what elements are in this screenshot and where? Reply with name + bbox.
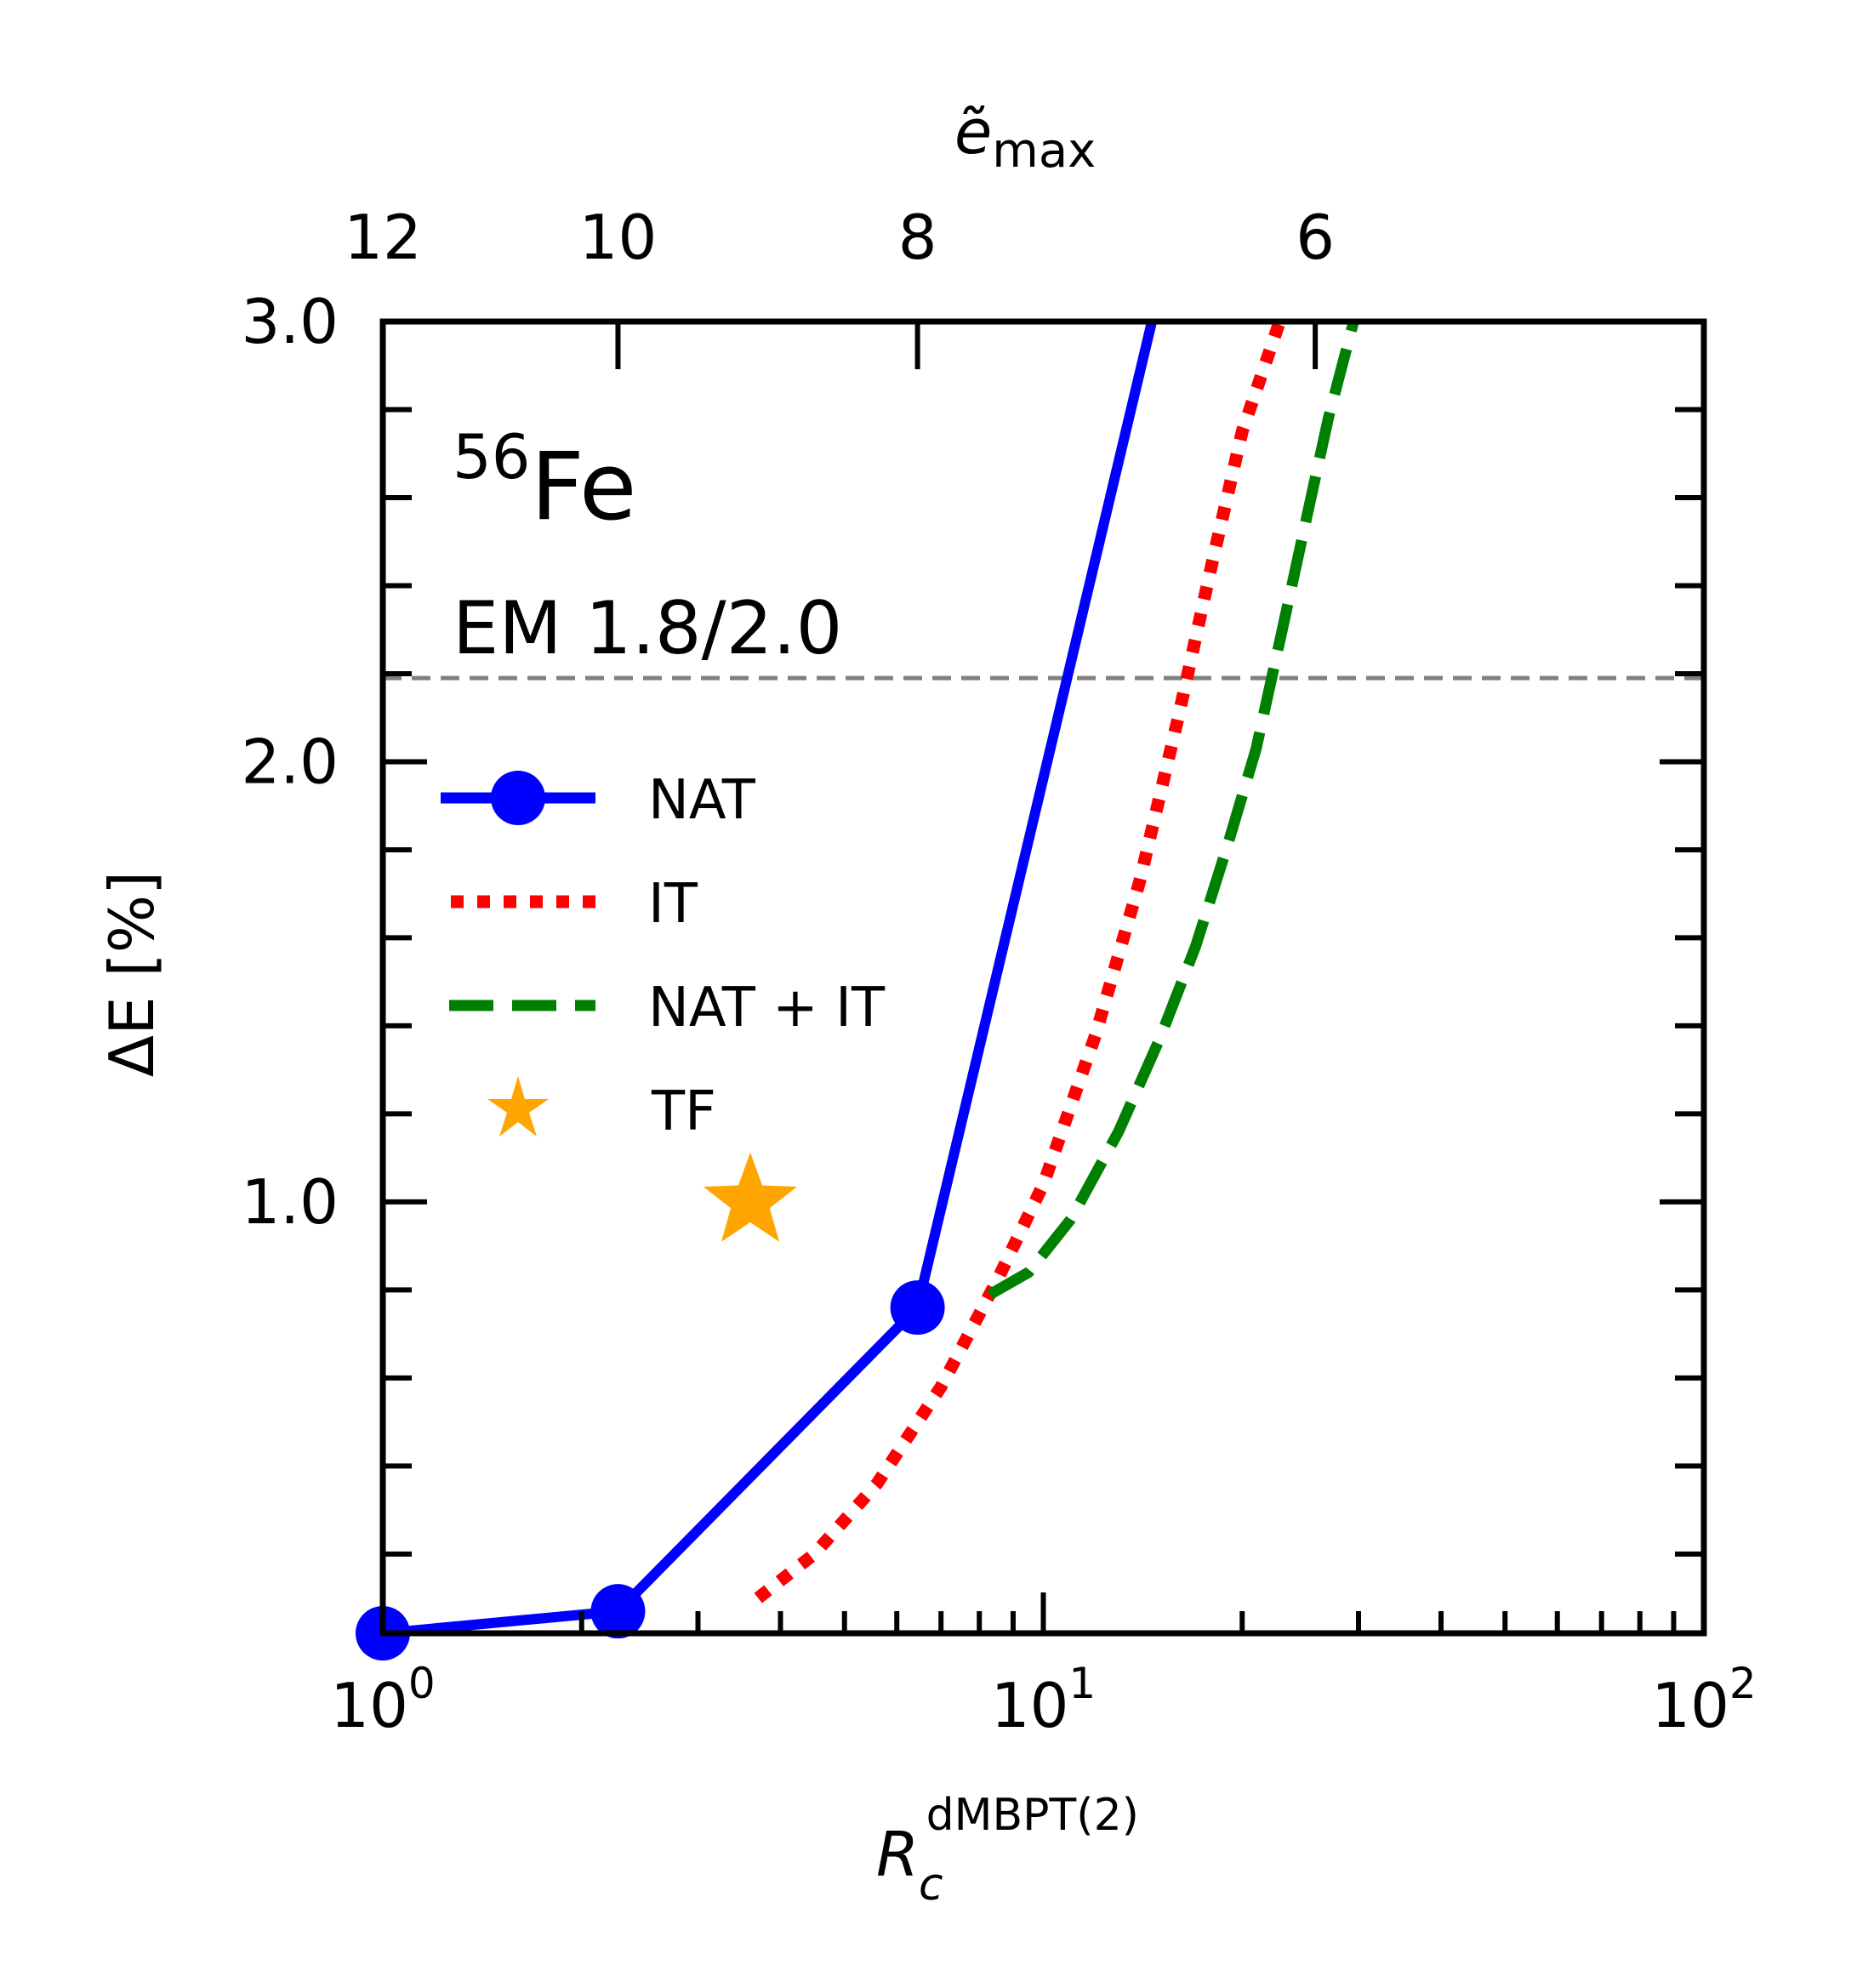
legend-label-nat-plus-it: NAT + IT	[648, 977, 886, 1040]
y-tick-label: 2.0	[241, 726, 339, 797]
x-axis-label-base: R	[876, 1819, 919, 1890]
nucleus-symbol: Fe	[531, 432, 637, 541]
nat-it-series-line	[987, 322, 1359, 1300]
y-axis-label: ΔE [%]	[96, 871, 168, 1077]
legend: NAT IT NAT + IT TF	[441, 769, 886, 1143]
top-axis-label-base: ẽ	[954, 96, 992, 168]
interaction-label: EM 1.8/2.0	[453, 586, 842, 671]
y-tick-label: 3.0	[241, 286, 339, 357]
nat-point	[890, 1280, 945, 1336]
legend-entry-it: IT	[451, 873, 698, 936]
x-tick-label: 102	[1651, 1659, 1756, 1741]
x-tick-exponent: 1	[1068, 1659, 1096, 1708]
top-axis-tick-label: 8	[898, 202, 937, 273]
series-layer	[383, 322, 1704, 1633]
x-tick-base: 10	[1651, 1670, 1729, 1741]
x-tick-exponent: 2	[1729, 1659, 1757, 1708]
tf-star-point	[703, 1152, 798, 1242]
nat-point	[590, 1584, 646, 1639]
nucleus-label: 56Fe	[453, 421, 637, 541]
x-tick-base: 10	[991, 1670, 1069, 1741]
top-axis-label-sub: max	[992, 123, 1096, 179]
x-tick-label: 100	[330, 1659, 435, 1741]
legend-entry-tf: TF	[487, 1076, 716, 1143]
top-axis-tick-label: 12	[344, 202, 422, 273]
x-axis-label-sub: c	[919, 1860, 943, 1911]
legend-marker-nat	[491, 771, 545, 825]
x-axis-label: Rc dMBPT(2)	[876, 1790, 1139, 1911]
x-axis-label-sup: dMBPT(2)	[926, 1790, 1139, 1841]
legend-label-it: IT	[648, 873, 698, 936]
x-tick-exponent: 0	[408, 1659, 436, 1708]
legend-entry-nat: NAT	[441, 769, 756, 832]
legend-entry-nat-plus-it: NAT + IT	[449, 977, 886, 1040]
legend-label-tf: TF	[651, 1080, 716, 1143]
x-tick-label: 101	[991, 1659, 1096, 1741]
x-tick-base: 10	[330, 1670, 408, 1741]
nat-series-line	[383, 322, 1157, 1633]
tick-layer	[383, 319, 1704, 1633]
top-axis-tick-label: 10	[579, 202, 658, 273]
nucleus-mass-number: 56	[453, 421, 531, 493]
it-series-line	[754, 322, 1286, 1604]
top-axis-tick-label: 6	[1296, 202, 1335, 273]
legend-marker-tf	[487, 1076, 549, 1136]
legend-label-nat: NAT	[648, 769, 756, 832]
top-axis-label: ẽmax	[954, 96, 1096, 179]
y-tick-label: 1.0	[241, 1166, 339, 1238]
